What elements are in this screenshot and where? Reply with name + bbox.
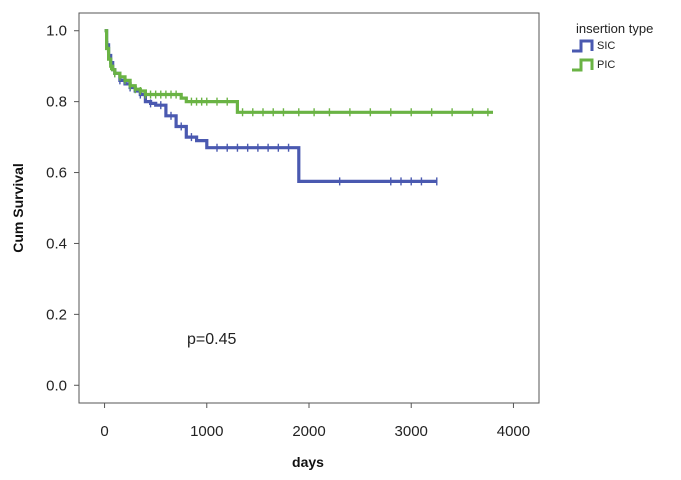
y-tick-label: 0.4	[46, 235, 67, 252]
y-axis: 0.0 0.2 0.4 0.6 0.8 1.0	[46, 23, 79, 394]
x-tick-label: 3000	[395, 423, 428, 440]
legend-swatch-sic	[572, 39, 594, 53]
x-axis-title: days	[292, 454, 324, 470]
legend-swatch-pic	[572, 58, 594, 72]
legend-label-sic: SIC	[597, 40, 615, 52]
series-layer	[104, 29, 493, 186]
legend: insertion type SIC PIC	[572, 21, 653, 72]
x-axis: 0 1000 2000 3000 4000	[100, 403, 530, 440]
plot-frame	[78, 12, 540, 404]
y-tick-label: 0.8	[46, 94, 67, 111]
p-value-annotation: p=0.45	[187, 331, 236, 348]
legend-label-pic: PIC	[597, 59, 615, 71]
y-axis-title: Cum Survival	[10, 163, 26, 252]
y-tick-label: 0.6	[46, 165, 67, 182]
legend-title: insertion type	[576, 21, 653, 36]
x-tick-label: 0	[100, 423, 108, 440]
x-tick-label: 2000	[292, 423, 325, 440]
y-tick-label: 0.2	[46, 306, 67, 323]
y-tick-label: 0.0	[46, 377, 67, 394]
x-tick-label: 1000	[190, 423, 223, 440]
x-tick-label: 4000	[497, 423, 530, 440]
y-tick-label: 1.0	[46, 23, 67, 40]
